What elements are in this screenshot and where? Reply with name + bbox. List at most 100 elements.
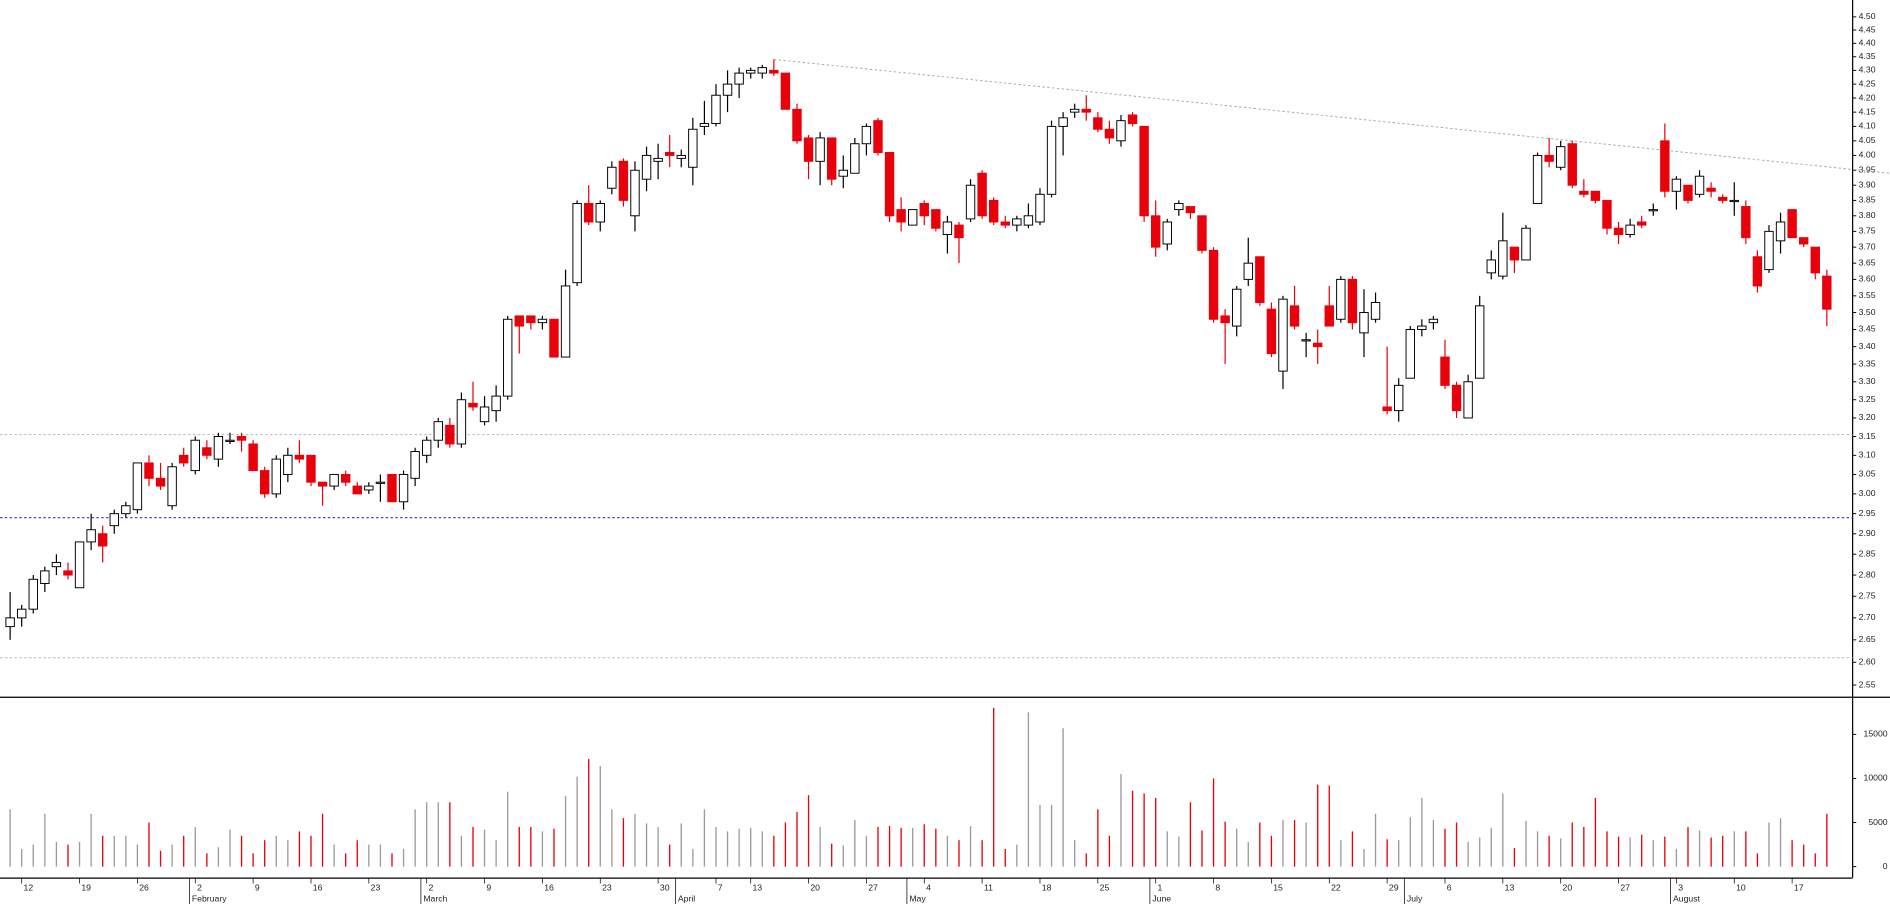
candle-body	[16, 608, 27, 619]
candle-body	[364, 485, 374, 491]
y-tick-label: 3.70	[1859, 241, 1876, 251]
candle-body	[792, 108, 802, 142]
x-tick-label: 9	[486, 883, 491, 893]
candle-body	[1231, 288, 1242, 327]
volume-tick-label: 10000	[1864, 773, 1888, 783]
candle-body	[1764, 230, 1774, 271]
candle-body	[607, 166, 617, 189]
candle-body	[1810, 246, 1820, 274]
candle-body	[421, 439, 432, 456]
candle-body	[40, 570, 50, 584]
candle-body	[1602, 199, 1612, 229]
candle-body	[1636, 221, 1647, 226]
candle-body	[1683, 184, 1693, 201]
x-tick-label: 26	[139, 883, 149, 893]
candle-body	[1116, 120, 1126, 142]
candle-body	[1822, 275, 1832, 310]
candle-body	[1185, 206, 1196, 214]
candle-body	[1555, 146, 1566, 168]
y-tick-label: 2.55	[1859, 679, 1876, 689]
candle-body	[514, 315, 524, 327]
candle-body	[526, 315, 536, 324]
x-tick-label: 17	[1794, 883, 1804, 893]
candle-body	[1451, 384, 1462, 412]
candle-body	[502, 318, 513, 397]
candle-body	[51, 562, 62, 568]
y-tick-label: 3.05	[1859, 469, 1876, 479]
x-tick-label: 29	[1389, 883, 1399, 893]
candle-body	[780, 72, 791, 110]
candle-body	[815, 137, 825, 162]
candle-body	[1417, 325, 1427, 330]
y-tick-label: 3.90	[1859, 180, 1876, 190]
candle-body	[1347, 278, 1358, 324]
candle-body	[1579, 190, 1589, 195]
y-tick-label: 3.15	[1859, 431, 1876, 441]
candle-body	[1671, 178, 1682, 192]
candle-body	[155, 477, 166, 487]
candle-body	[699, 123, 710, 127]
x-tick-label: 6	[1447, 883, 1452, 893]
y-tick-label: 3.60	[1859, 274, 1876, 284]
candle-body	[884, 152, 895, 217]
x-tick-label: 20	[1563, 883, 1573, 893]
y-tick-label: 3.55	[1859, 290, 1876, 300]
y-tick-label: 2.65	[1859, 634, 1876, 644]
y-tick-label: 4.35	[1859, 51, 1876, 61]
candle-body	[1104, 128, 1115, 139]
candle-body	[850, 143, 860, 174]
candle-body	[225, 439, 235, 442]
candle-body	[907, 209, 918, 226]
month-label: April	[678, 893, 695, 903]
candle-body	[1278, 298, 1288, 372]
x-tick-label: 2	[429, 883, 434, 893]
candle-body	[340, 473, 351, 483]
y-tick-label: 3.85	[1859, 195, 1876, 205]
candle-body	[595, 202, 605, 223]
candle-body	[676, 154, 686, 159]
x-tick-label: 13	[753, 883, 763, 893]
candle-body	[1648, 209, 1658, 212]
x-tick-label: 19	[81, 883, 91, 893]
candle-body	[664, 152, 675, 156]
month-label: February	[192, 893, 227, 903]
y-tick-label: 3.50	[1859, 307, 1876, 317]
candle-body	[896, 209, 906, 223]
candle-body	[1220, 315, 1230, 324]
candle-body	[1544, 154, 1554, 162]
candle-body	[109, 513, 119, 527]
candle-body	[560, 285, 571, 358]
candle-body	[873, 120, 883, 153]
candle-body	[861, 125, 872, 145]
y-tick-label: 2.60	[1859, 657, 1876, 667]
candle-body	[1069, 108, 1080, 113]
candle-body	[97, 533, 108, 547]
candle-body	[491, 395, 501, 412]
candle-body	[1023, 215, 1034, 226]
candle-body	[1058, 117, 1068, 127]
candle-body	[1590, 190, 1601, 201]
candle-body	[445, 424, 455, 445]
x-tick-label: 2	[197, 883, 202, 893]
candle-body	[1613, 227, 1624, 235]
candle-body	[63, 570, 73, 576]
y-tick-label: 4.10	[1859, 121, 1876, 131]
candle-body	[1741, 206, 1751, 239]
y-tick-label: 4.05	[1859, 135, 1876, 145]
x-tick-label: 7	[718, 883, 723, 893]
candle-body	[1012, 218, 1022, 226]
candle-body	[1000, 221, 1010, 226]
candle-body	[1081, 108, 1091, 113]
candle-body	[1474, 305, 1485, 379]
candle-body	[734, 72, 744, 85]
x-tick-label: 13	[1505, 883, 1515, 893]
candle-body	[1046, 125, 1057, 195]
month-label: July	[1407, 893, 1423, 903]
y-tick-label: 3.65	[1859, 257, 1876, 267]
candle-body	[167, 466, 177, 507]
candle-body	[1312, 342, 1323, 348]
candle-body	[1706, 187, 1716, 192]
candle-body	[329, 473, 339, 487]
y-tick-label: 2.95	[1859, 508, 1876, 518]
